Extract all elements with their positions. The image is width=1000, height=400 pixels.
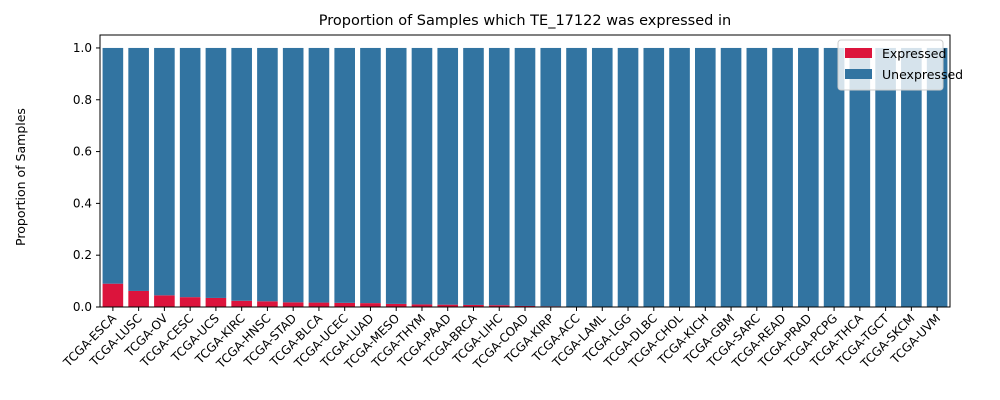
legend: Expressed Unexpressed (837, 39, 963, 91)
bar-expressed-tcga-lihc (488, 305, 510, 307)
bar-unexpressed-tcga-brca (463, 47, 484, 305)
bar-unexpressed-tcga-sarc (746, 47, 768, 307)
bar-unexpressed-tcga-skcm (901, 47, 922, 307)
bar-unexpressed-tcga-uvm (926, 47, 948, 307)
bar-unexpressed-tcga-thca (849, 47, 871, 307)
bar-unexpressed-tcga-esca (102, 47, 124, 284)
bar-unexpressed-tcga-lusc (128, 47, 149, 291)
bar-expressed-tcga-ucec (334, 302, 355, 307)
bar-expressed-tcga-ucs (205, 297, 227, 307)
bar-unexpressed-tcga-meso (385, 47, 407, 304)
bar-unexpressed-tcga-blca (308, 47, 330, 303)
y-axis: 0.0 0.2 0.4 0.6 0.8 1.0 (73, 41, 100, 314)
bar-unexpressed-tcga-acc (566, 47, 587, 307)
bar-unexpressed-tcga-cesc (179, 47, 201, 298)
y-axis-label: Proportion of Samples (13, 108, 28, 246)
bar-expressed-tcga-stad (282, 302, 304, 307)
bar-unexpressed-tcga-paad (437, 47, 459, 305)
bar-unexpressed-tcga-dlbc (643, 47, 665, 307)
bar-expressed-tcga-cesc (179, 297, 201, 307)
y-tick-label: 0.4 (73, 196, 92, 210)
bar-unexpressed-tcga-ucs (205, 47, 227, 298)
bar-expressed-tcga-coad (514, 305, 536, 307)
bar-unexpressed-tcga-pcpg (823, 47, 845, 307)
bar-unexpressed-tcga-hnsc (257, 47, 278, 302)
bar-expressed-tcga-kirc (231, 300, 252, 307)
bar-unexpressed-tcga-kich (695, 47, 716, 307)
bar-expressed-tcga-paad (437, 304, 459, 307)
bar-unexpressed-tcga-stad (282, 47, 304, 303)
x-axis: TCGA-ESCATCGA-LUSCTCGA-OVTCGA-CESCTCGA-U… (60, 307, 943, 372)
bar-unexpressed-tcga-coad (514, 47, 536, 306)
y-tick-label: 1.0 (73, 41, 92, 55)
bar-expressed-tcga-ov (154, 295, 175, 307)
bar-unexpressed-tcga-laml (591, 47, 613, 307)
bar-unexpressed-tcga-kirp (540, 47, 562, 307)
bars-group (102, 47, 948, 307)
bar-unexpressed-tcga-chol (669, 47, 690, 307)
bar-unexpressed-tcga-lgg (617, 47, 639, 307)
y-tick-label: 0.6 (73, 145, 92, 159)
legend-label-expressed: Expressed (882, 46, 946, 61)
plot-frame (99, 34, 951, 308)
y-tick-label: 0.0 (73, 300, 92, 314)
bar-unexpressed-tcga-luad (360, 47, 381, 304)
y-tick-label: 0.2 (73, 248, 92, 262)
bar-unexpressed-tcga-lihc (488, 47, 510, 306)
y-tick-label: 0.8 (73, 93, 92, 107)
legend-swatch-expressed (845, 48, 872, 58)
bar-expressed-tcga-hnsc (257, 301, 278, 307)
legend-label-unexpressed: Unexpressed (882, 67, 963, 82)
bar-unexpressed-tcga-prad (798, 47, 819, 307)
chart-title: Proportion of Samples which TE_17122 was… (319, 13, 731, 29)
bar-expressed-tcga-thym (411, 304, 433, 307)
bar-unexpressed-tcga-read (772, 47, 793, 307)
bar-unexpressed-tcga-kirc (231, 47, 252, 301)
bar-expressed-tcga-luad (360, 303, 381, 307)
bar-unexpressed-tcga-gbm (720, 47, 742, 307)
bar-unexpressed-tcga-tgct (875, 47, 896, 307)
bar-expressed-tcga-meso (385, 303, 407, 307)
bar-expressed-tcga-esca (102, 283, 124, 307)
bar-expressed-tcga-blca (308, 302, 330, 307)
bar-unexpressed-tcga-ucec (334, 47, 355, 303)
bar-expressed-tcga-brca (463, 304, 484, 307)
legend-swatch-unexpressed (845, 69, 872, 79)
bar-expressed-tcga-lusc (128, 290, 149, 307)
bar-unexpressed-tcga-ov (154, 47, 175, 296)
bar-unexpressed-tcga-thym (411, 47, 433, 305)
